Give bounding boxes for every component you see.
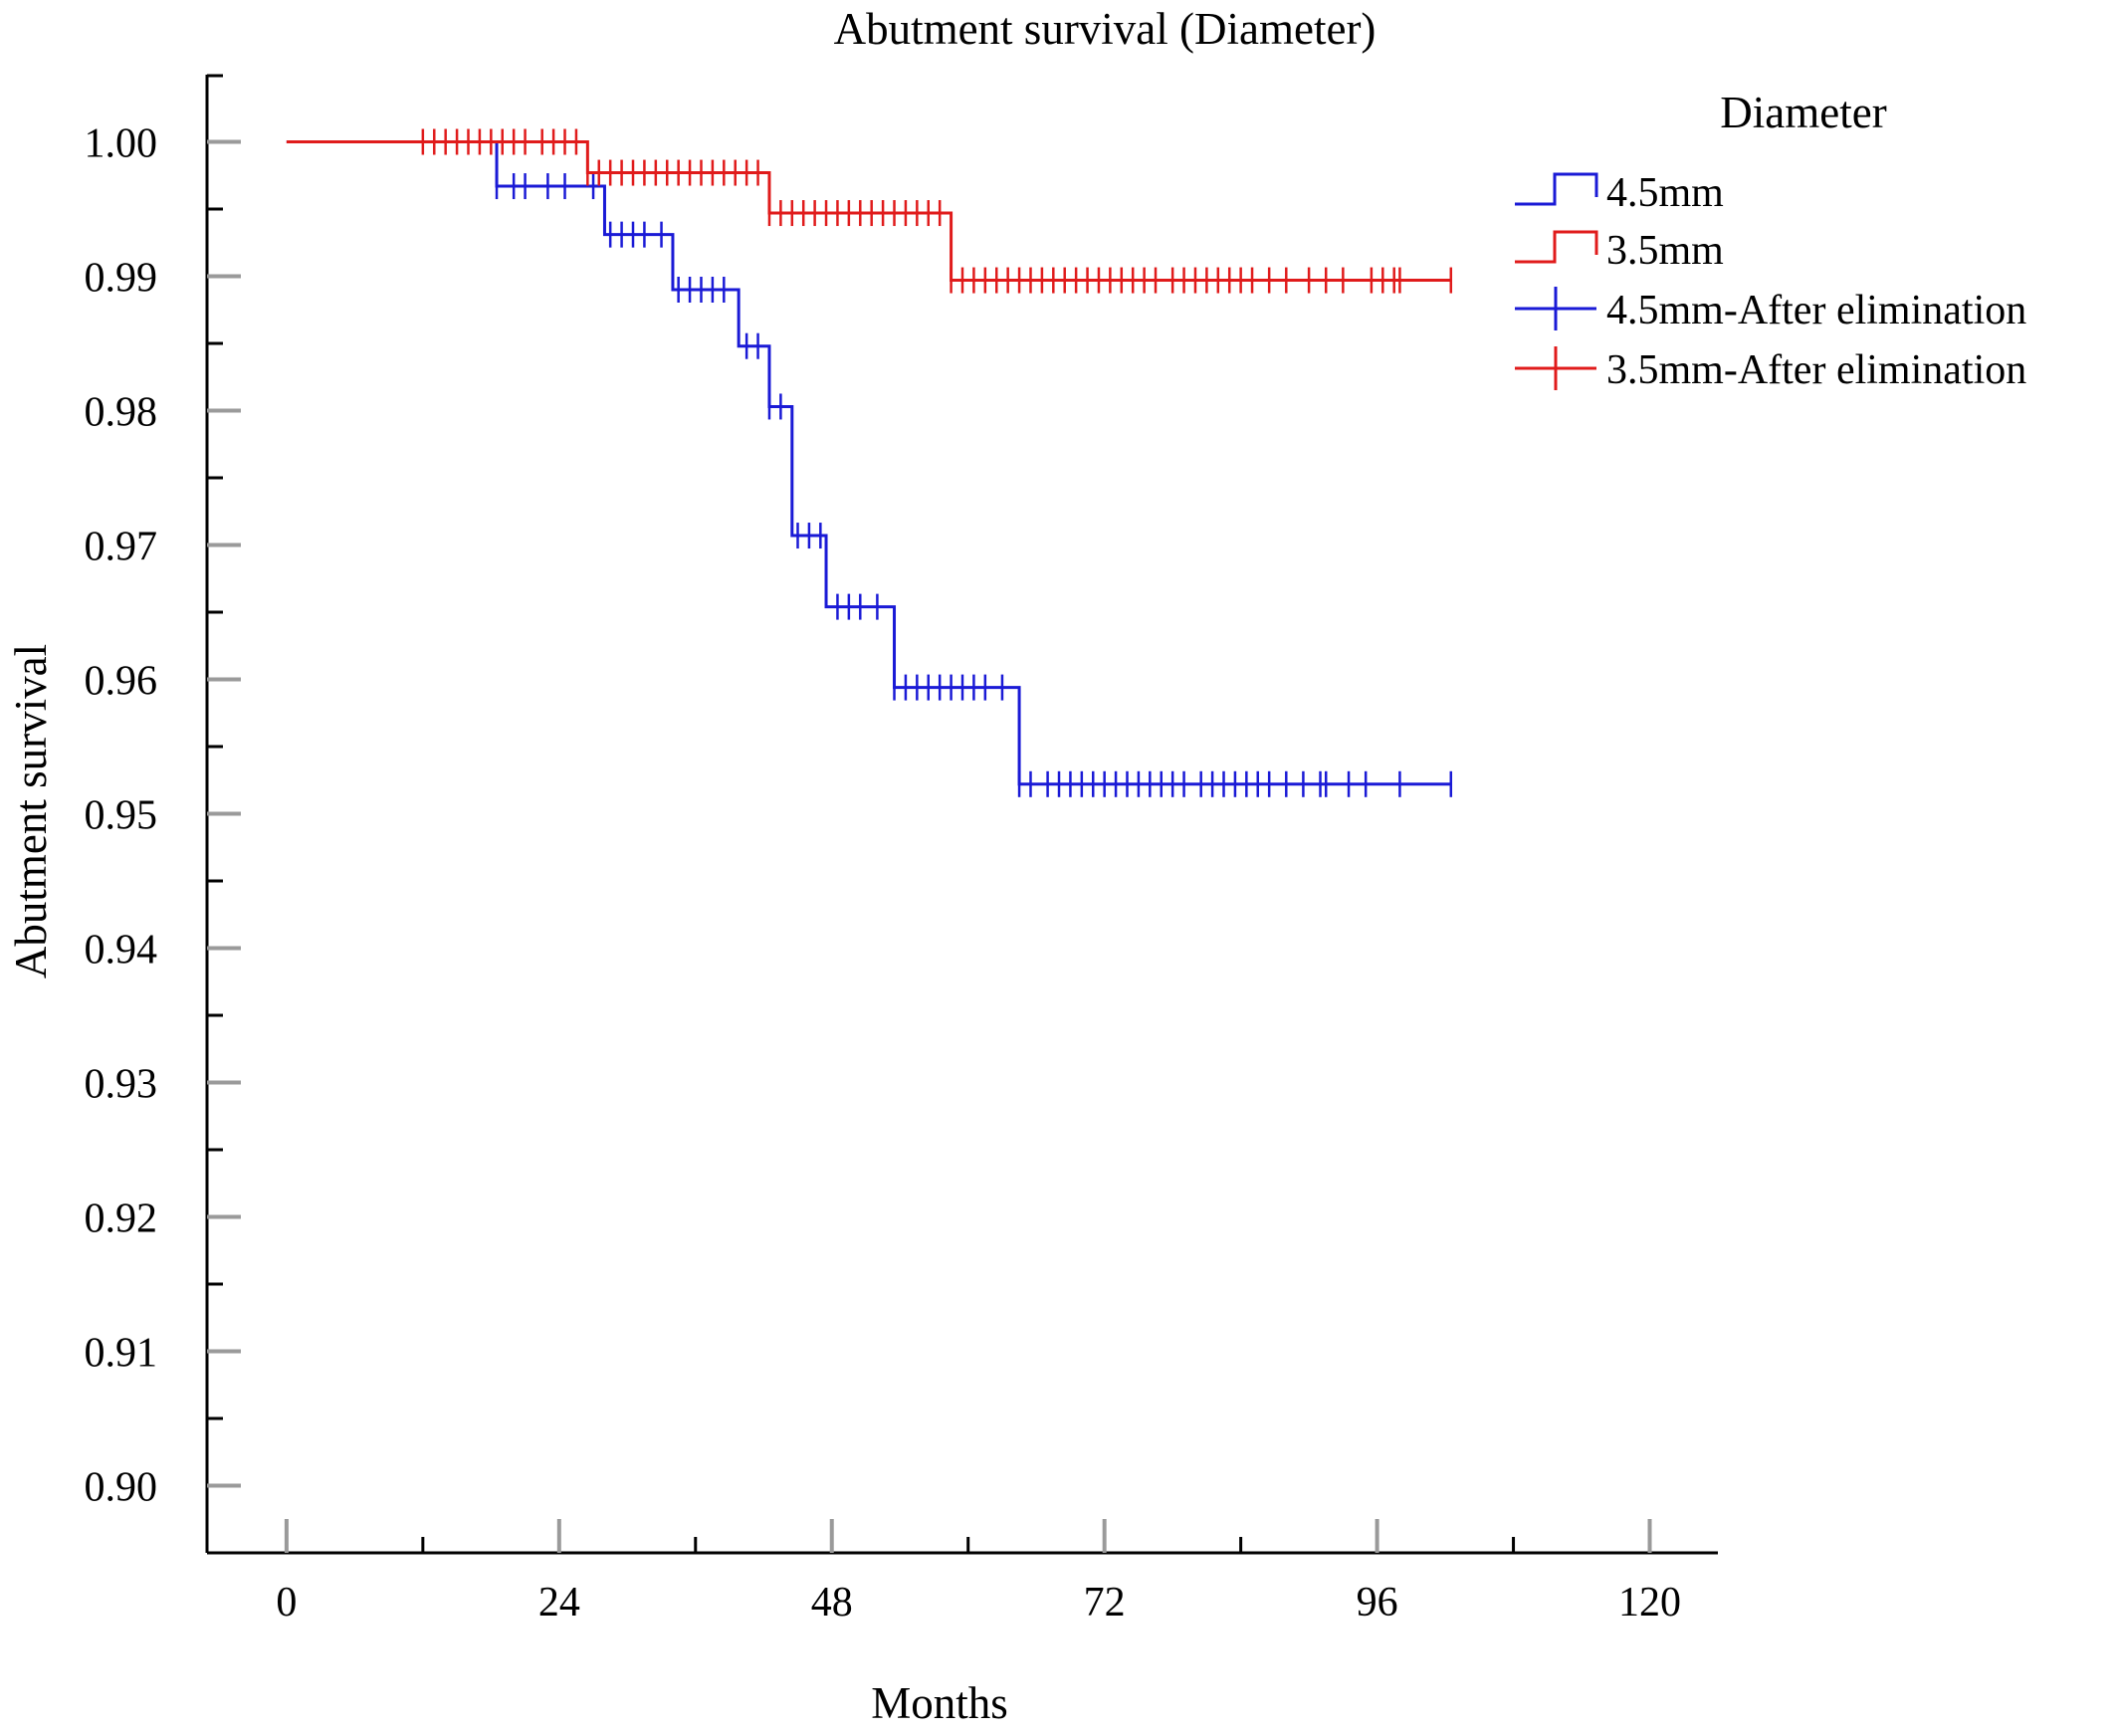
- survival-step-line: [286, 140, 1451, 786]
- y-tick-label: 0.99: [85, 256, 158, 302]
- x-tick-label: 120: [1618, 1580, 1681, 1626]
- y-tick-label: 0.93: [85, 1062, 158, 1108]
- y-tick-label: 0.94: [85, 928, 158, 974]
- series-4.5mm: [286, 140, 1453, 797]
- legend-title: Diameter: [1720, 88, 1886, 137]
- x-axis-label: Months: [871, 1678, 1008, 1728]
- series-layer: [286, 128, 1453, 797]
- x-tick-label: 48: [811, 1580, 853, 1626]
- y-tick-label: 0.95: [85, 793, 158, 839]
- y-tick-label: 1.00: [85, 121, 158, 167]
- chart-title: Abutment survival (Diameter): [834, 4, 1377, 54]
- legend-step-swatch: [1515, 230, 1598, 264]
- legend-label: 3.5mm: [1606, 228, 1724, 274]
- x-tick-label: 0: [276, 1580, 297, 1626]
- y-tick-label: 0.97: [85, 525, 158, 570]
- legend: Diameter 4.5mm 3.5mm 4.5mm-After eliminati…: [1515, 88, 2026, 393]
- y-tick-label: 0.96: [85, 659, 158, 705]
- legend-label: 4.5mm-After elimination: [1606, 288, 2026, 333]
- y-tick-label: 0.92: [85, 1196, 158, 1242]
- y-tick-label: 0.98: [85, 390, 158, 436]
- x-tick-label: 72: [1084, 1580, 1126, 1626]
- legend-label: 4.5mm: [1606, 170, 1724, 216]
- x-tick-label: 24: [538, 1580, 580, 1626]
- y-axis-label: Abutment survival: [6, 644, 56, 978]
- legend-label: 3.5mm-After elimination: [1606, 347, 2026, 393]
- legend-entry: 3.5mm: [1515, 228, 1724, 274]
- y-tick-label: 0.91: [85, 1331, 158, 1377]
- axes: 0.90 0.91 0.92 0.93 0.94 0.95 0.96 0.97 0.98 0.99…: [85, 74, 1718, 1626]
- legend-entry: 3.5mm-After elimination: [1515, 346, 2026, 393]
- legend-entry: 4.5mm-After elimination: [1515, 287, 2026, 333]
- y-tick-label: 0.90: [85, 1465, 158, 1511]
- series-3.5mm: [286, 128, 1453, 294]
- survival-step-line: [286, 140, 1451, 283]
- legend-step-swatch: [1515, 172, 1598, 206]
- legend-entry: 4.5mm: [1515, 170, 1724, 216]
- x-tick-label: 96: [1357, 1580, 1398, 1626]
